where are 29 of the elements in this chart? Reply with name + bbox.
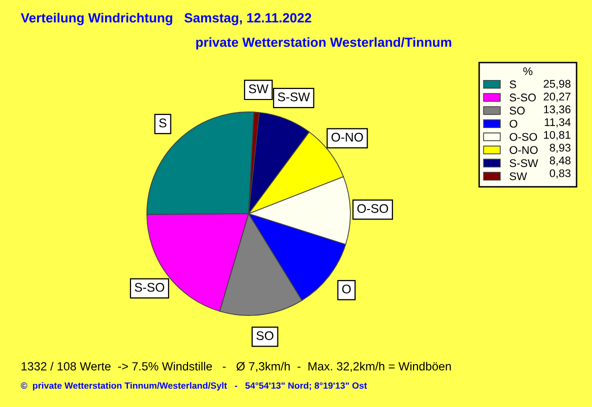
text: 1332 / 108 Werte -> 7.5% Windstille - Ø 7,3km/h - Max. 32,2km/h = Windböen [22, 362, 451, 372]
legend-title: % [523, 67, 532, 76]
slice-label: O-NO [332, 132, 363, 142]
data-label: 13,36 [544, 105, 570, 115]
slice-label: S-SO [134, 282, 164, 292]
legend-label: SO [510, 106, 525, 115]
slice-label: S [159, 118, 166, 128]
chart-title: Verteilung Windrichtung Samstag, 12.11.2022 [20, 12, 312, 26]
text: © private Wetterstation Tinnum/Westerland/Sylt - 54°54'13" Nord; 8°19'13" Ost [20, 382, 367, 391]
legend-label: O-NO [510, 146, 538, 154]
slice-label: SW [248, 84, 268, 94]
slice-label: O [342, 284, 351, 294]
slice-label: S-SW [278, 92, 310, 102]
slice-label: SO [256, 331, 274, 340]
legend-label: S [510, 80, 516, 88]
legend-label: O-SO [510, 132, 538, 141]
data-label: 25,98 [544, 80, 570, 90]
legend-label: O [510, 120, 518, 128]
data-label: 20,27 [544, 92, 570, 102]
data-label: 8,48 [550, 156, 570, 166]
data-label: 11,34 [544, 118, 571, 128]
chart-subtitle: private Wetterstation Westerland/Tinnum [196, 37, 452, 50]
data-label: 10,81 [544, 130, 570, 140]
data-label: 8,93 [550, 144, 570, 153]
slice-label: O-SO [357, 204, 388, 213]
legend-label: SW [510, 172, 528, 180]
legend-label: S-SW [510, 159, 538, 168]
legend-label: S-SO [510, 94, 536, 102]
data-label: 0,83 [550, 169, 570, 178]
